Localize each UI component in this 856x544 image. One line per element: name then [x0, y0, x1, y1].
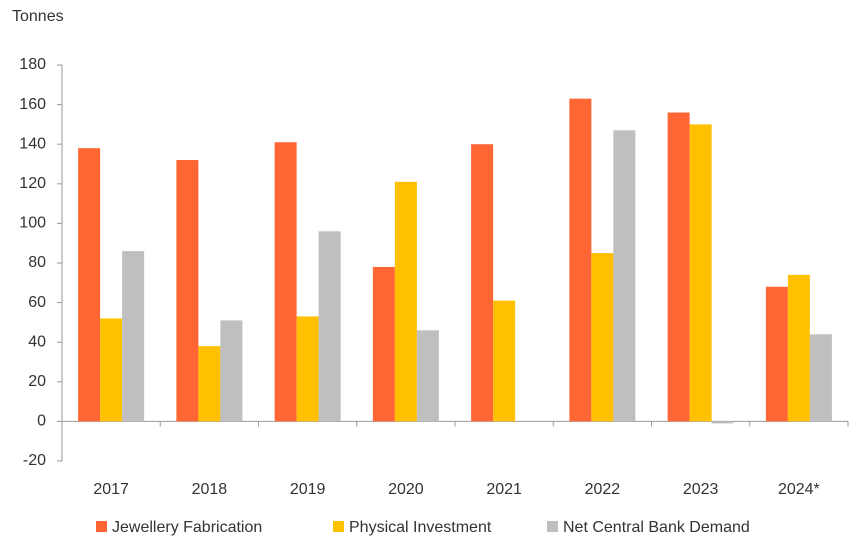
legend-swatch: [333, 521, 344, 532]
bar: [100, 318, 123, 422]
y-tick-label: 180: [19, 56, 46, 73]
legend-label: Net Central Bank Demand: [563, 519, 750, 536]
y-tick-label: 160: [19, 96, 46, 113]
y-tick-label: 140: [19, 135, 46, 152]
bar: [471, 144, 494, 422]
bar: [78, 148, 101, 422]
bar: [667, 112, 690, 422]
y-tick-label: 120: [19, 175, 46, 192]
x-tick-label: 2019: [290, 481, 326, 498]
y-tick-label: 60: [28, 294, 46, 311]
legend-label: Jewellery Fabrication: [112, 519, 262, 536]
bar: [198, 346, 221, 422]
bar: [220, 320, 243, 422]
legend-swatch: [547, 521, 558, 532]
y-tick-label: 40: [28, 333, 46, 350]
x-tick-label: 2017: [93, 481, 129, 498]
bar: [176, 160, 199, 422]
bar: [613, 130, 636, 422]
x-tick-label: 2020: [388, 481, 424, 498]
bar: [394, 181, 417, 422]
bar: [765, 286, 788, 422]
bar: [787, 274, 810, 422]
y-tick-label: 100: [19, 215, 46, 232]
x-tick-label: 2023: [683, 481, 719, 498]
y-tick-label: -20: [23, 452, 46, 469]
legend-swatch: [96, 521, 107, 532]
bar: [372, 266, 395, 422]
legend-label: Physical Investment: [349, 519, 492, 536]
bar: [493, 300, 516, 422]
y-tick-label: 20: [28, 373, 46, 390]
bar: [809, 334, 832, 422]
bar: [689, 124, 712, 422]
bar: [122, 251, 145, 422]
x-tick-label: 2021: [486, 481, 522, 498]
bar: [711, 421, 734, 424]
bar: [416, 330, 439, 422]
y-axis-label: Tonnes: [12, 8, 64, 25]
bar: [569, 98, 592, 422]
y-tick-label: 80: [28, 254, 46, 271]
y-tick-label: 0: [37, 413, 46, 430]
x-tick-label: 2024*: [778, 481, 820, 498]
bar: [274, 142, 297, 422]
bar: [591, 253, 614, 422]
bar: [318, 231, 341, 422]
x-tick-label: 2022: [585, 481, 621, 498]
bar: [296, 316, 319, 422]
x-tick-label: 2018: [192, 481, 228, 498]
